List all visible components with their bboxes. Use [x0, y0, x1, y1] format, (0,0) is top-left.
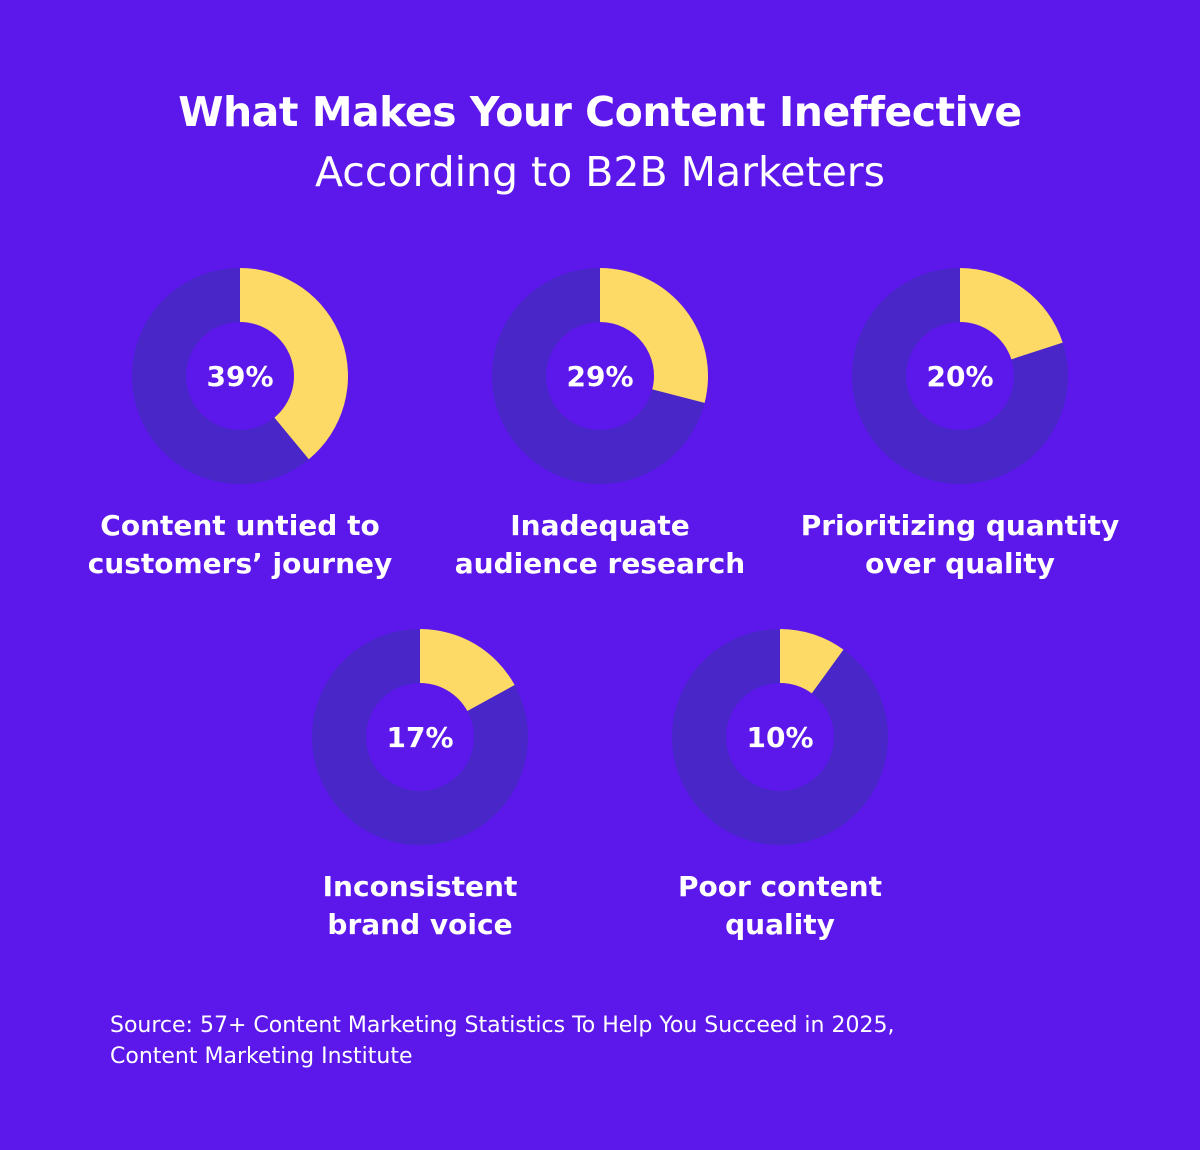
percent-label: 29% — [566, 359, 634, 393]
category-label-line: brand voice — [327, 908, 513, 941]
source-line: Source: 57+ Content Marketing Statistics… — [110, 1013, 895, 1038]
chart-title: What Makes Your Content Ineffective — [178, 88, 1022, 136]
donut-svg-4 — [312, 629, 528, 845]
donut-svg-5 — [672, 629, 888, 845]
category-label-line: audience research — [454, 547, 746, 580]
donut-segment-39 — [240, 268, 348, 460]
donut-chart-3: 20% — [852, 268, 1068, 484]
chart-subtitle: According to B2B Marketers — [314, 148, 886, 196]
percent-label: 10% — [746, 720, 814, 754]
category-label-line: Prioritizing quantity — [800, 509, 1120, 542]
donut-svg-3 — [852, 268, 1068, 484]
category-label: Inadequate audience research — [430, 507, 770, 583]
category-label-line: Content untied to — [100, 509, 380, 542]
source-note: Source: 57+ Content Marketing Statistics… — [110, 1010, 1110, 1072]
source-line: Content Marketing Institute — [110, 1044, 413, 1069]
percent-label: 20% — [926, 359, 994, 393]
category-label-line: quality — [725, 908, 835, 941]
donut-svg-2 — [492, 268, 708, 484]
donut-chart-2: 29% — [492, 268, 708, 484]
donut-segment-20 — [960, 268, 1063, 360]
category-label: Prioritizing quantity over quality — [790, 507, 1130, 583]
category-label: Inconsistent brand voice — [250, 868, 590, 944]
category-label-line: customers’ journey — [87, 547, 393, 580]
donut-chart-4: 17% — [312, 629, 528, 845]
category-label-line: over quality — [865, 547, 1055, 580]
percent-label: 17% — [386, 720, 454, 754]
donut-chart-1: 39% — [132, 268, 348, 484]
category-label: Poor content quality — [610, 868, 950, 944]
donut-svg-1 — [132, 268, 348, 484]
category-label-line: Inadequate — [510, 509, 690, 542]
percent-label: 39% — [206, 359, 274, 393]
donut-segment-17 — [420, 629, 515, 711]
donut-chart-5: 10% — [672, 629, 888, 845]
category-label-line: Poor content — [677, 870, 882, 903]
donut-segment-10 — [780, 629, 844, 694]
category-label-line: Inconsistent — [322, 870, 518, 903]
donut-segment-29 — [600, 268, 708, 403]
category-label: Content untied to customers’ journey — [70, 507, 410, 583]
